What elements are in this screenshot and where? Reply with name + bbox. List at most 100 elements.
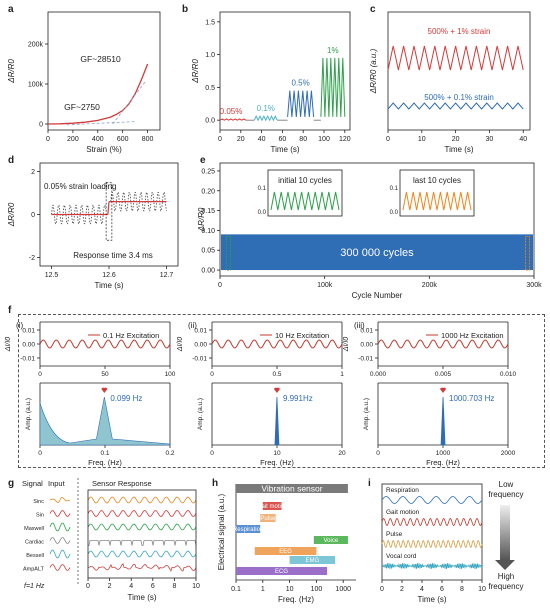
- inset-tick: 0.0: [258, 210, 267, 216]
- y-tick-label: 0.00: [194, 342, 207, 349]
- series-label: 500% + 0.1% strain: [424, 93, 494, 102]
- x-tick-label: 0: [218, 136, 222, 143]
- range-bar: [313, 536, 348, 544]
- input-wave: [49, 549, 71, 559]
- range-label: ECG: [275, 569, 288, 575]
- y-tick-label: 0.0: [205, 118, 215, 125]
- x-tick-label: 10: [418, 136, 426, 143]
- inset-title: last 10 cycles: [413, 176, 461, 185]
- y-axis-label: ΔR/R0: [197, 207, 206, 232]
- x-tick-label: 0: [38, 450, 42, 457]
- panel-letter-f: f: [8, 305, 12, 316]
- panel-letter-c: c: [370, 4, 376, 15]
- signal-name: AmpALT: [23, 567, 45, 573]
- x-tick-label: 800: [142, 136, 154, 143]
- inset-tick: 0.1: [390, 186, 399, 192]
- inset-title: initial 10 cycles: [278, 176, 332, 185]
- y-tick-label: 0.10: [201, 228, 215, 235]
- y-axis-label: Amp. (a.u.): [363, 398, 370, 430]
- frequency-arrow: [500, 505, 510, 560]
- x-axis-label: Time (s): [94, 281, 123, 290]
- x-tick-label: 0: [46, 136, 50, 143]
- range-bar: [236, 567, 328, 575]
- y-tick-label: 0.01: [194, 328, 207, 335]
- signal-name: Bessell: [26, 553, 44, 559]
- peak-label: 1000.703 Hz: [449, 394, 494, 403]
- x-tick-label: 0: [380, 586, 384, 593]
- x-tick-label: 2: [400, 586, 404, 593]
- sub-panel-label: (iii): [354, 321, 365, 330]
- segment-label: 0.05%: [220, 107, 243, 116]
- dotted-signal: [51, 204, 106, 225]
- x-axis-label: Time (s): [127, 593, 156, 602]
- x-tick-label: 12.7: [160, 272, 174, 279]
- series-label: 500% + 1% strain: [428, 27, 491, 36]
- peak-label: 0.099 Hz: [110, 394, 142, 403]
- center-label: 300 000 cycles: [340, 247, 414, 259]
- cycle-band: [221, 234, 533, 271]
- inset-series: [402, 191, 472, 211]
- y-axis-label: ΔI/I0: [5, 337, 12, 353]
- x-tick-label: 10: [273, 450, 281, 457]
- x-tick-label: 0: [86, 583, 90, 590]
- excitation-signal: [377, 339, 509, 349]
- range-label: Pulse: [260, 516, 276, 522]
- x-tick-label: 4: [420, 586, 424, 593]
- x-tick-label: 1: [261, 586, 265, 593]
- range-bar: [236, 525, 261, 533]
- y-axis-label: ΔI/I0: [343, 337, 350, 353]
- spectrum-peak: [274, 396, 280, 446]
- y-tick-label: 200k: [28, 42, 44, 49]
- y-tick-label: -0.01: [20, 356, 35, 363]
- x-tick-label: 100: [311, 586, 323, 593]
- y-tick-label: 0.15: [201, 208, 215, 215]
- range-bar: [262, 502, 282, 510]
- panel-f-frame: [18, 314, 545, 468]
- x-tick-label: 1000: [335, 586, 351, 593]
- y-tick-label: 0.05: [201, 248, 215, 255]
- panel-letter-a: a: [8, 4, 14, 15]
- y-axis-label: Amp. (a.u.): [197, 398, 204, 430]
- series-label: Pulse: [386, 531, 403, 538]
- segment-label: 1%: [327, 46, 339, 55]
- plot-frame-g: [87, 489, 197, 579]
- x-tick-label: 6: [440, 586, 444, 593]
- series-Pulse: [381, 540, 483, 548]
- series-1%: [320, 57, 346, 117]
- range-bar: [236, 484, 348, 493]
- x-tick-label: 100: [165, 371, 176, 378]
- series-1pct: [387, 45, 524, 71]
- series-label: Vocal cord: [386, 553, 417, 560]
- peak-label: 9.991Hz: [283, 394, 313, 403]
- header-response: Sensor Response: [92, 479, 152, 488]
- y-axis-label: ΔR/R0 (a.u.): [369, 48, 378, 94]
- x-tick-label: 0.000: [370, 371, 387, 378]
- x-tick-label: 2: [108, 583, 112, 590]
- x-tick-label: 300k: [526, 282, 542, 289]
- header-input: Input: [48, 479, 66, 488]
- x-tick-label: 400: [92, 136, 104, 143]
- x-axis-label: Time (s): [444, 145, 473, 154]
- response-wave: [87, 563, 197, 572]
- peak-marker: [273, 387, 280, 393]
- annotation: 0.05% strain loading: [44, 182, 117, 191]
- series-line: [47, 63, 149, 125]
- x-tick-label: 4: [129, 583, 133, 590]
- input-wave: [49, 510, 71, 517]
- peak-marker: [101, 387, 108, 393]
- signal-name: Sin: [36, 513, 44, 519]
- x-tick-label: 2000: [501, 450, 516, 457]
- x-tick-label: 8: [460, 586, 464, 593]
- series-01pct: [387, 102, 524, 110]
- series-0.05%: [219, 118, 247, 121]
- x-axis-label: Freq. (Hz): [426, 458, 460, 467]
- x-tick-label: 100: [318, 136, 330, 143]
- highlight-initial: [225, 235, 231, 271]
- arrow-bottom-label: frequency: [488, 582, 523, 591]
- x-tick-label: 0: [210, 450, 214, 457]
- x-tick-label: 0.010: [500, 371, 517, 378]
- series-label: Gait motion: [386, 509, 420, 516]
- y-tick-label: 2: [31, 169, 35, 176]
- inset-series: [270, 191, 340, 211]
- y-tick-label: 0.20: [201, 188, 215, 195]
